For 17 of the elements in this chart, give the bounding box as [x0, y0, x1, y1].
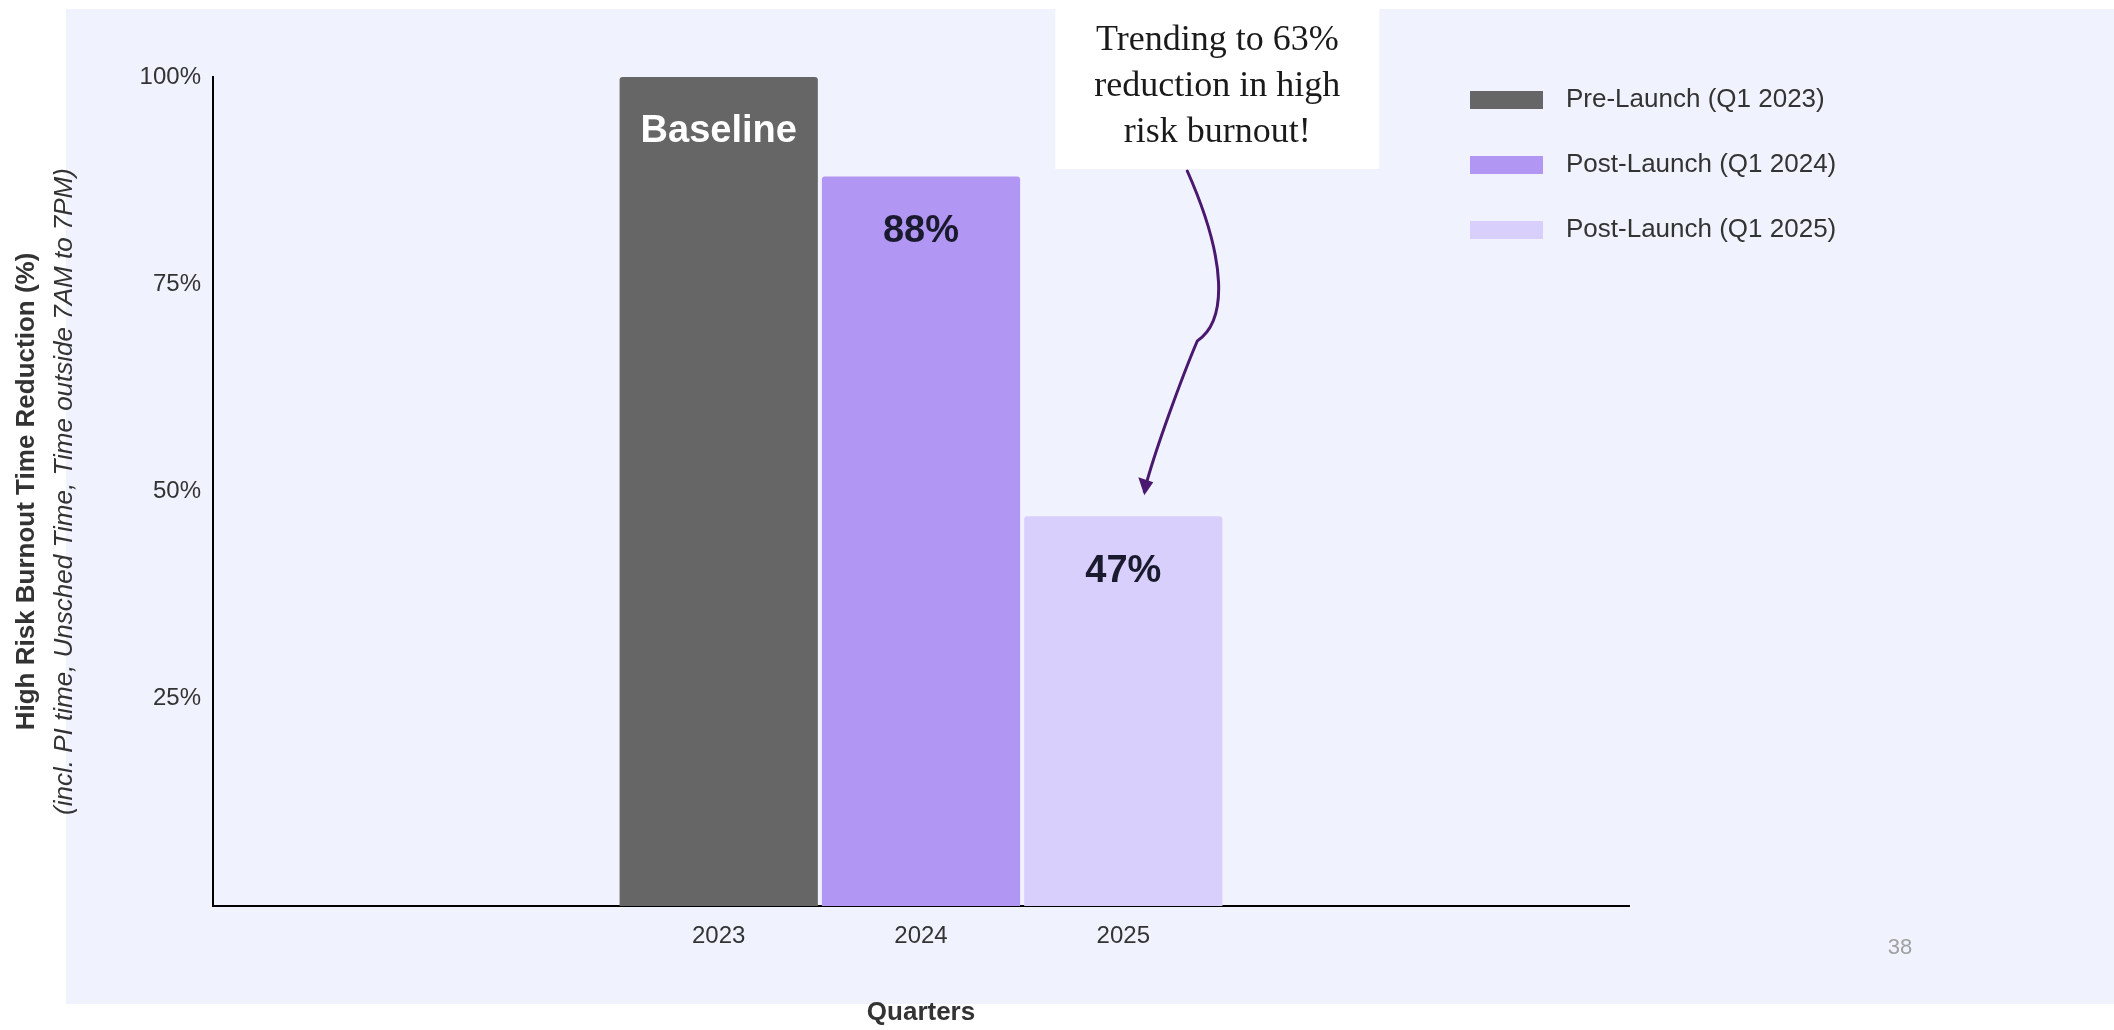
y-tick-label: 50% [152, 476, 201, 504]
x-axis-title: Quarters [866, 995, 976, 1026]
y-tick-label: 75% [152, 268, 201, 296]
x-tick-label: 2024 [894, 921, 948, 949]
text: 38 [1887, 934, 1913, 960]
data-label: 88% [882, 207, 960, 250]
y-tick-label: 100% [139, 61, 201, 89]
x-tick-label: 2023 [692, 921, 746, 949]
legend-label: Pre-Launch (Q1 2023) [1566, 83, 1825, 114]
data-label: 47% [1085, 547, 1162, 590]
legend-label: Post-Launch (Q1 2024) [1566, 148, 1837, 179]
y-axis-title: High Risk Burnout Time Reduction (%) (incl. PI time, Unsched Time, Time outside 7AM to 7PM) [10, 168, 79, 815]
x-tick-label: 2025 [1096, 921, 1150, 949]
legend-label: Post-Launch (Q1 2025) [1566, 213, 1837, 244]
y-tick-label: 25% [152, 683, 201, 711]
data-label: Baseline [640, 108, 797, 151]
annotation: Trending to 63% reduction in high risk burnout! [1094, 18, 1341, 151]
